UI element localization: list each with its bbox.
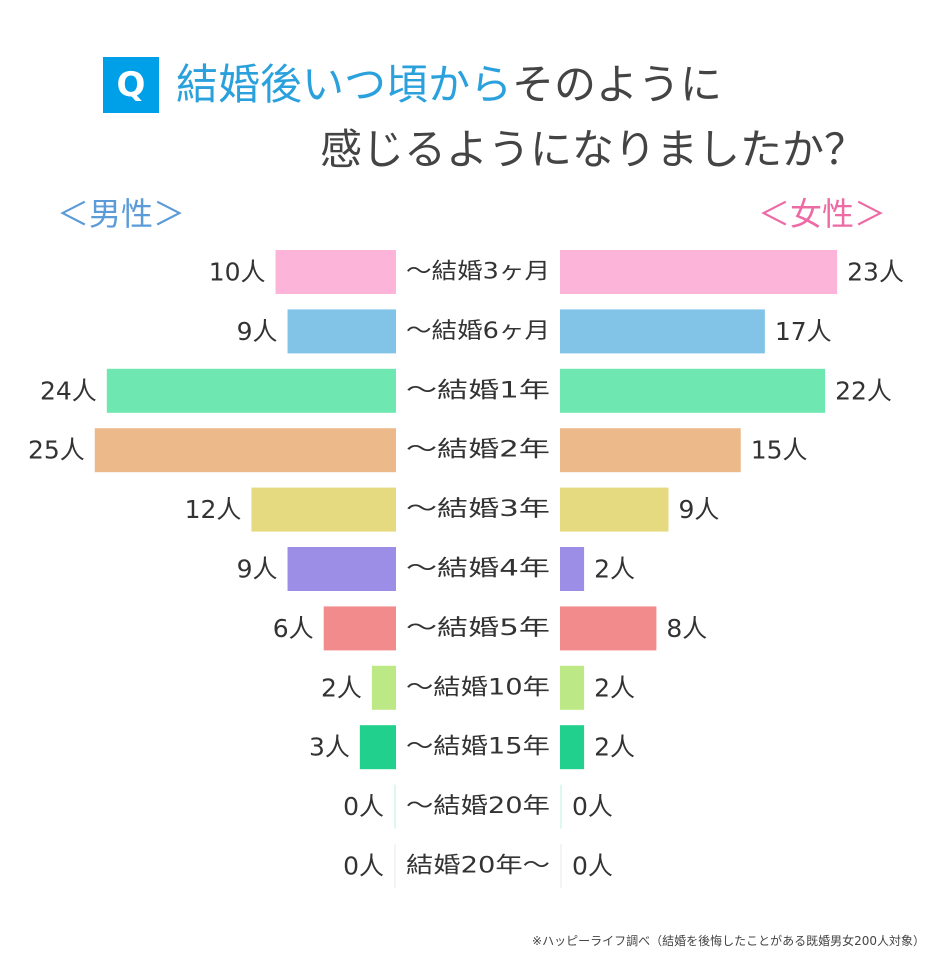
bar-female [560, 309, 765, 354]
value-label-male: 2人 [321, 673, 362, 702]
title-area: Q 結婚後いつ頃からそのように 感じるようになりましたか？ [0, 0, 941, 190]
bar-female [560, 784, 562, 829]
category-label: ～結婚15年 [406, 735, 550, 760]
legend-female: ＜女性＞ [757, 195, 886, 233]
legend-male: ＜男性＞ [57, 195, 186, 233]
bar-female [560, 368, 826, 413]
category-label: ～結婚5年 [406, 616, 550, 641]
category-label: 結婚20年～ [406, 854, 550, 879]
bar-female [560, 725, 585, 770]
value-label-female: 22人 [835, 376, 892, 405]
bar-male [275, 250, 396, 294]
value-label-male: 9人 [237, 555, 278, 584]
value-label-female: 9人 [678, 495, 719, 524]
bar-female [560, 250, 838, 294]
bar-male [287, 547, 396, 591]
value-label-female: 2人 [594, 733, 635, 762]
value-label-female: 15人 [751, 436, 808, 465]
bar-male [394, 844, 396, 888]
bar-male [251, 487, 396, 532]
chart-title-line2: 感じるようになりましたか？ [320, 125, 867, 174]
value-label-male: 3人 [309, 733, 350, 762]
value-label-male: 6人 [273, 614, 314, 643]
category-label: ～結婚3ヶ月 [406, 260, 550, 285]
bar-male [359, 725, 396, 770]
chart-title-accent: 結婚後いつ頃から [176, 60, 513, 109]
value-label-male: 9人 [237, 317, 278, 346]
value-label-male: 10人 [209, 258, 266, 287]
bar-male [371, 665, 396, 710]
chart-title-line1: 結婚後いつ頃からそのように [176, 56, 722, 114]
bar-female [560, 487, 669, 532]
value-label-female: 8人 [666, 614, 707, 643]
category-label: ～結婚4年 [406, 557, 550, 582]
category-label: ～結婚10年 [406, 675, 550, 700]
value-label-female: 0人 [572, 792, 613, 821]
value-label-female: 2人 [594, 555, 635, 584]
value-label-female: 17人 [775, 317, 832, 346]
question-badge: Q [103, 57, 159, 113]
bar-male [323, 606, 396, 651]
value-label-female: 2人 [594, 673, 635, 702]
category-label: ～結婚1年 [406, 378, 550, 403]
value-label-male: 0人 [343, 852, 384, 881]
chart-title-rest: そのように [512, 60, 723, 109]
category-label: ～結婚2年 [406, 438, 550, 463]
value-label-male: 12人 [185, 495, 242, 524]
bar-male [106, 368, 397, 413]
bar-female [560, 428, 741, 473]
category-label: ～結婚3年 [406, 497, 550, 522]
value-label-female: 23人 [847, 258, 904, 287]
category-label: ～結婚6ヶ月 [406, 319, 550, 344]
bar-male [94, 428, 396, 473]
value-label-male: 0人 [343, 792, 384, 821]
value-label-female: 0人 [572, 852, 613, 881]
footnote: ※ハッピーライフ調べ（結婚を後悔したことがある既婚男女200人対象） [532, 934, 925, 948]
bar-female [560, 547, 585, 591]
bar-female [560, 665, 585, 710]
category-label: ～結婚20年 [406, 794, 550, 819]
value-label-male: 24人 [40, 376, 97, 405]
bar-female [560, 844, 562, 888]
butterfly-bar-chart: 10人 23人 ～結婚3ヶ月 9人 17人 ～結婚6ヶ月 24人 22人 ～結婚1年 25人 15人… [28, 250, 904, 888]
value-label-male: 25人 [28, 436, 85, 465]
bar-female [560, 606, 657, 651]
bar-male [287, 309, 396, 354]
bar-male [394, 784, 396, 829]
